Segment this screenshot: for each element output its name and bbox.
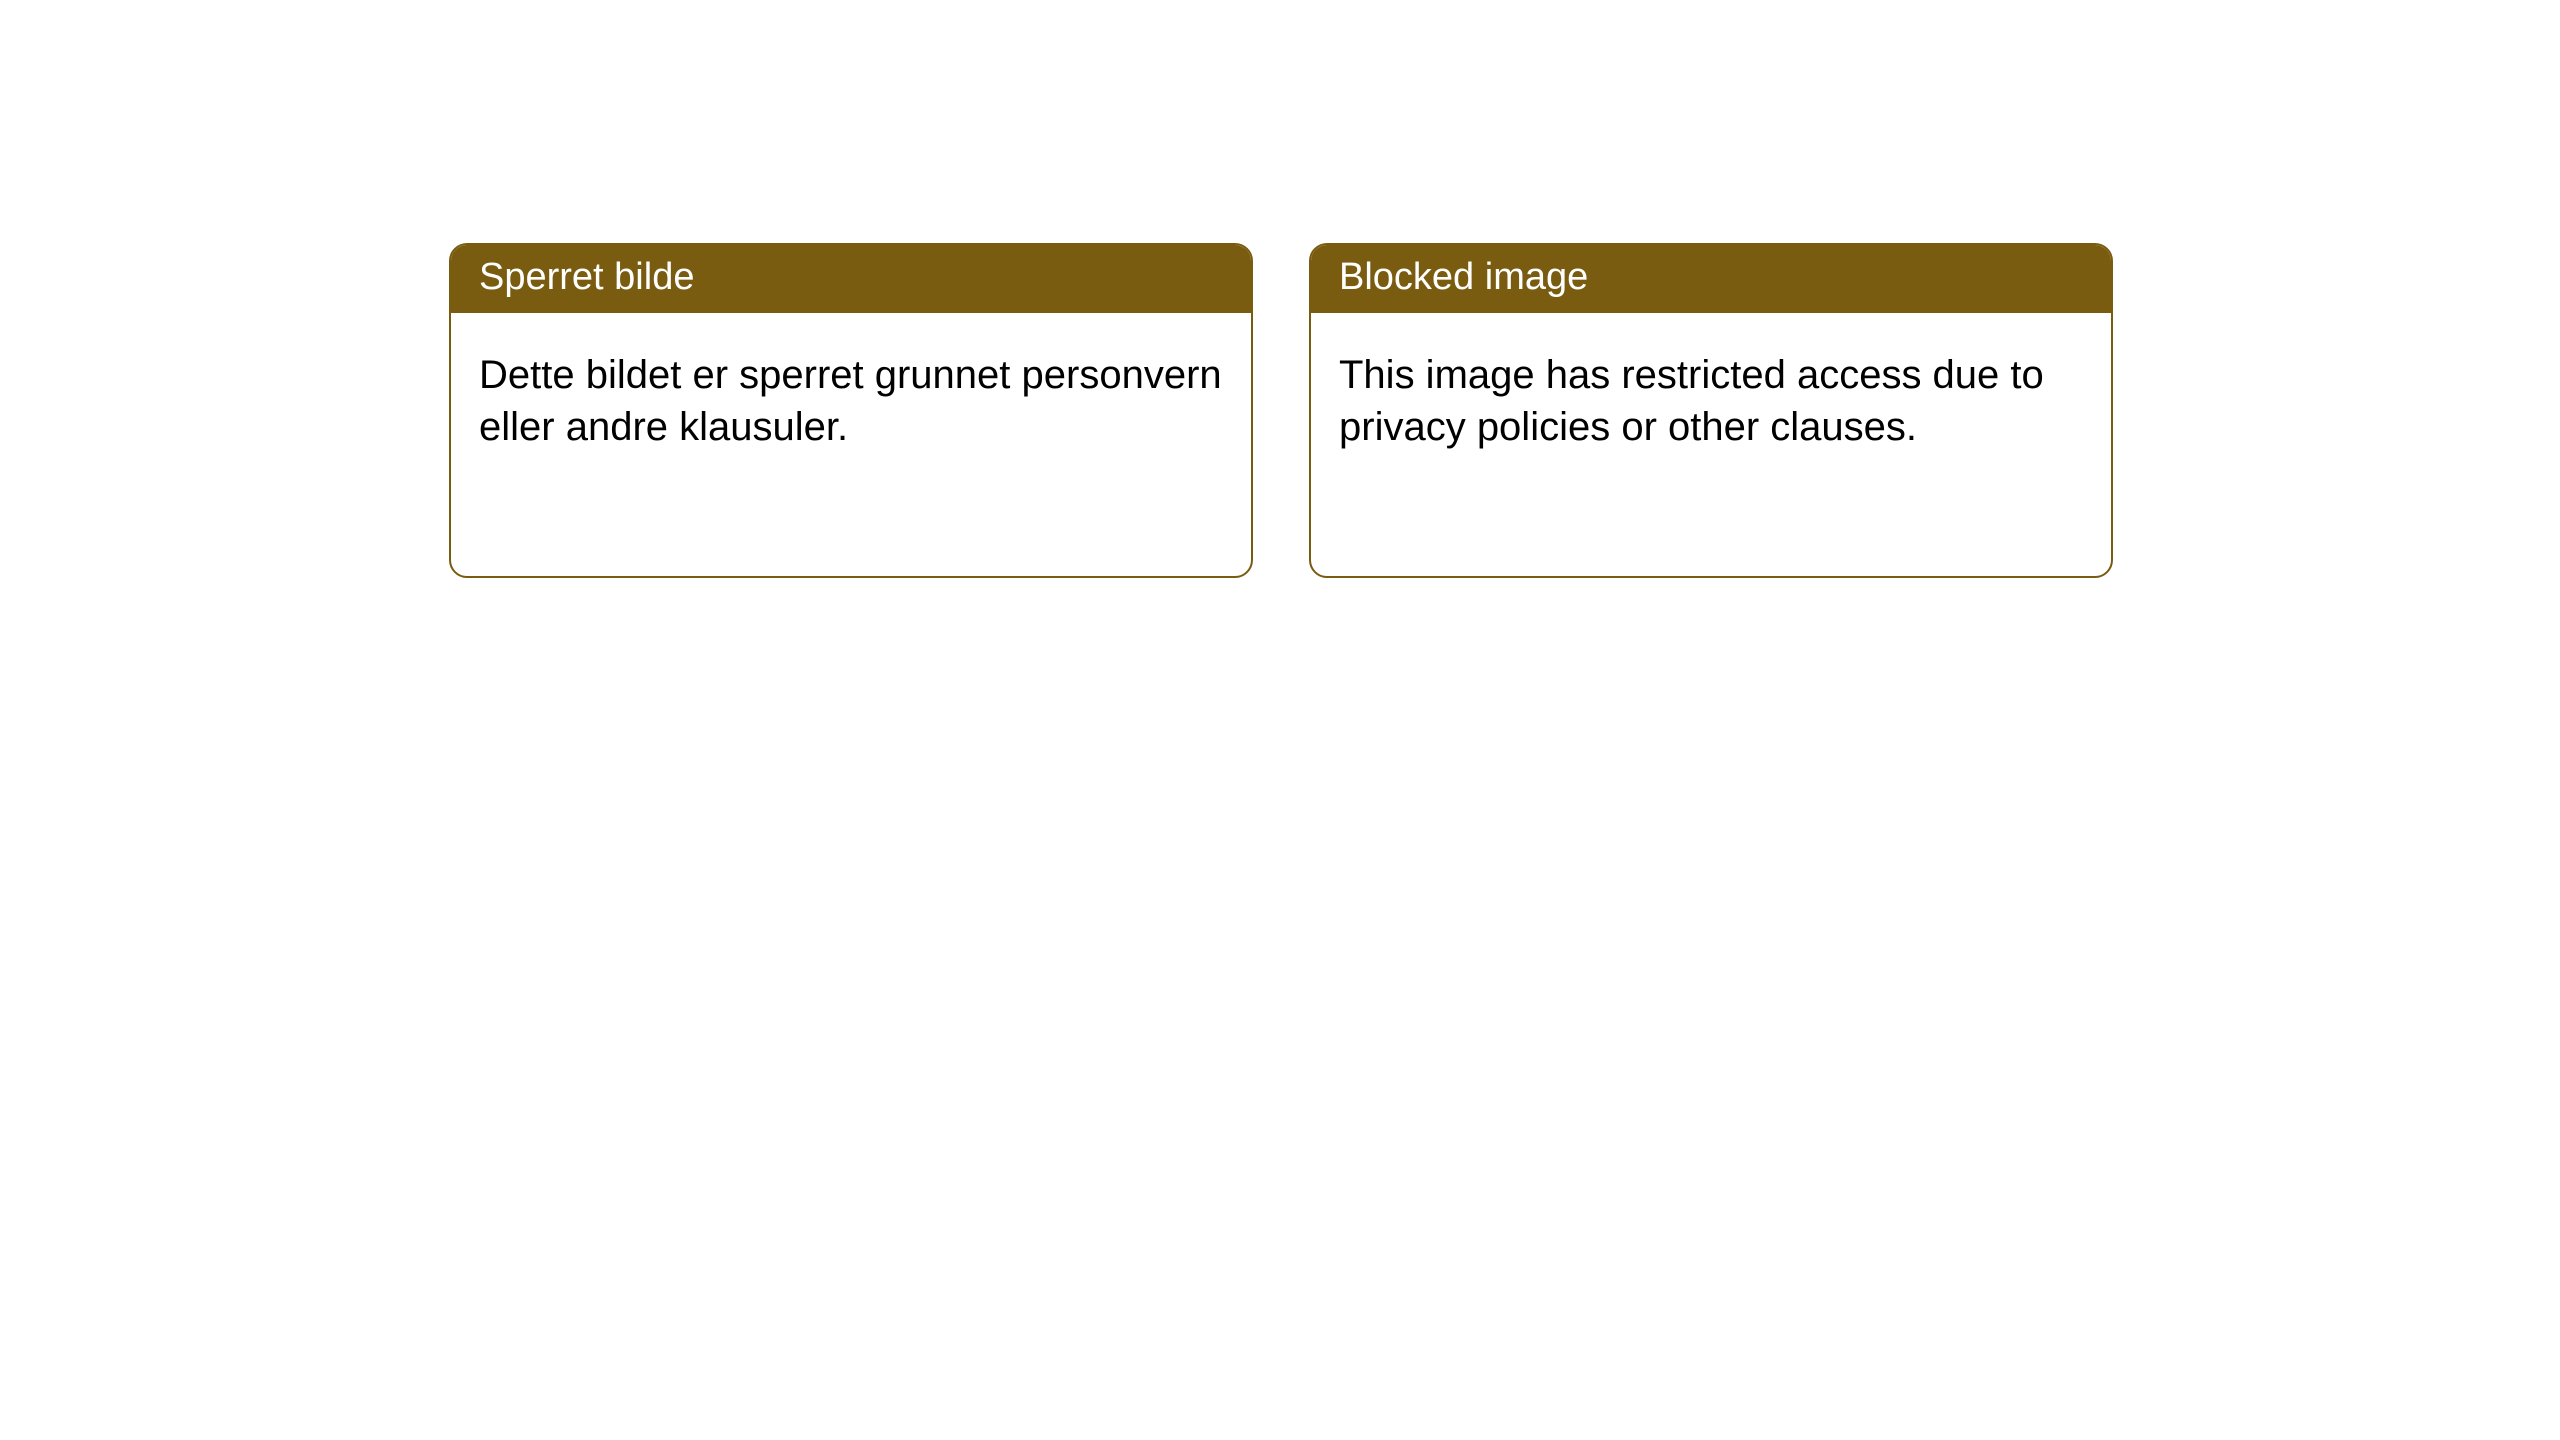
notice-card-title: Blocked image bbox=[1311, 245, 2111, 313]
notice-card-norwegian: Sperret bilde Dette bildet er sperret gr… bbox=[449, 243, 1253, 578]
notice-cards-container: Sperret bilde Dette bildet er sperret gr… bbox=[0, 0, 2560, 578]
notice-card-title: Sperret bilde bbox=[451, 245, 1251, 313]
notice-card-english: Blocked image This image has restricted … bbox=[1309, 243, 2113, 578]
notice-card-body: This image has restricted access due to … bbox=[1311, 313, 2111, 483]
notice-card-body: Dette bildet er sperret grunnet personve… bbox=[451, 313, 1251, 483]
